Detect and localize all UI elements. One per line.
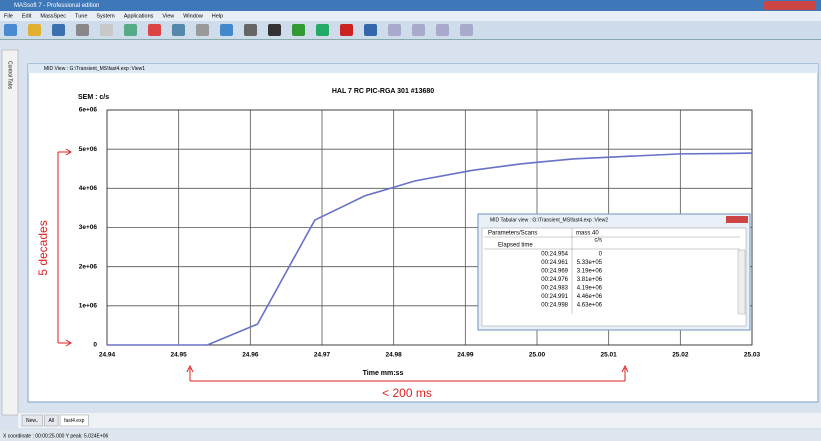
tool-button[interactable] [292, 24, 305, 36]
tab-label[interactable]: All [49, 418, 55, 424]
table-cell: 0 [599, 252, 603, 258]
table-cell: 00:24.976 [541, 277, 568, 283]
menu-item[interactable]: MassSpec [40, 13, 66, 19]
x-tick-label: 25.02 [672, 352, 689, 359]
tool-button[interactable] [100, 24, 113, 36]
tool-button[interactable] [28, 24, 41, 36]
table-cell: 4.19e+06 [577, 286, 603, 292]
chart-title: HAL 7 RC PIC-RGA 301 #13680 [332, 88, 434, 95]
tab[interactable] [44, 414, 59, 427]
tool-button[interactable] [316, 24, 329, 36]
app-title: MASsoft 7 - Professional edition [14, 3, 99, 9]
tool-button[interactable] [436, 24, 449, 36]
annotation: < 200 ms [382, 386, 432, 400]
table-cell: 00:24.954 [541, 252, 568, 258]
x-tick-label: 25.00 [529, 352, 546, 359]
tool-button[interactable] [76, 24, 89, 36]
table-cell: 00:24.961 [541, 260, 568, 266]
menu-item[interactable]: Applications [124, 13, 154, 19]
tab-label[interactable]: fast4.exp [64, 418, 85, 424]
data-line [107, 152, 753, 346]
table-cell: 3.81e+06 [577, 277, 603, 283]
menu-item[interactable]: System [96, 13, 115, 19]
x-tick-label: 24.96 [242, 352, 259, 359]
table-cell: 4.46e+06 [577, 294, 603, 300]
table-cell: 4.63e+06 [577, 303, 603, 309]
tool-button[interactable] [124, 24, 137, 36]
side-panel [1, 49, 19, 416]
x-tick-label: 24.97 [314, 352, 331, 359]
tab-label[interactable]: New.. [26, 418, 39, 424]
y-tick-label: 1e+06 [79, 303, 98, 310]
window-controls[interactable] [764, 1, 816, 10]
x-tick-label: 25.01 [601, 352, 618, 359]
table-area [481, 227, 747, 327]
tool-button[interactable] [148, 24, 161, 36]
table-cell: 00:24.969 [541, 269, 568, 275]
x-label: Time mm:ss [363, 370, 404, 377]
y-tick-label: 0 [93, 342, 97, 349]
view-title: MID View : G:\Transient_MS\fast4.exp :Vi… [44, 66, 145, 72]
table-controls[interactable] [726, 216, 748, 223]
x-tick-label: 24.98 [386, 352, 403, 359]
divider [0, 39, 821, 40]
table-header: Parameters/Scans [488, 231, 537, 237]
table-cell: 00:24.991 [541, 294, 568, 300]
menu-item[interactable]: Window [183, 13, 203, 19]
table-cell: 00:24.998 [541, 303, 568, 309]
tool-button[interactable] [172, 24, 185, 36]
tool-button[interactable] [268, 24, 281, 36]
table-header: c/s [594, 238, 602, 244]
title-bar [0, 0, 821, 11]
x-tick-label: 24.99 [457, 352, 474, 359]
y-tick-label: 4e+06 [79, 185, 98, 192]
scrollbar [737, 249, 746, 315]
menu-item[interactable]: File [4, 13, 13, 19]
tool-button[interactable] [412, 24, 425, 36]
tab[interactable] [21, 414, 43, 427]
side-tab[interactable]: Control Tabs [7, 61, 13, 89]
table-header: Elapsed time [498, 243, 533, 249]
y-tick-label: 2e+06 [79, 263, 98, 270]
tool-button[interactable] [196, 24, 209, 36]
plot-frame [106, 109, 753, 346]
annotation-arrows [57, 148, 629, 382]
x-tick-label: 24.95 [171, 352, 188, 359]
tool-button[interactable] [388, 24, 401, 36]
menu-bar [0, 11, 821, 21]
tab[interactable] [59, 414, 89, 427]
y-tick-label: 5e+06 [79, 146, 98, 153]
status-text: X coordinate : 00:00:25.000 Y peak: 5.02… [3, 433, 109, 439]
menu-item[interactable]: Help [212, 13, 223, 19]
y-tick-label: 3e+06 [79, 224, 98, 231]
y-tick-label: 6e+06 [79, 107, 98, 114]
table-cell: 5.33e+05 [577, 260, 603, 266]
tool-button[interactable] [52, 24, 65, 36]
tool-button[interactable] [340, 24, 353, 36]
tool-button[interactable] [460, 24, 473, 36]
menu-item[interactable]: View [162, 13, 174, 19]
toolbar [0, 21, 821, 39]
y-label: SEM : c/s [78, 94, 109, 101]
menu-item[interactable]: Tune [75, 13, 87, 19]
tool-button[interactable] [220, 24, 233, 36]
table-cell: 3.19e+06 [577, 269, 603, 275]
tool-button[interactable] [244, 24, 257, 36]
tool-button[interactable] [4, 24, 17, 36]
menu-item[interactable]: Edit [22, 13, 32, 19]
x-tick-label: 24.94 [99, 352, 116, 359]
table-title: MID Tabular view : G:\Transient_MS\fast4… [490, 217, 608, 223]
view-title-bar [28, 64, 818, 73]
annotation: 5 decades [36, 220, 50, 275]
x-tick-label: 25.03 [744, 352, 761, 359]
tab-bar [18, 413, 821, 428]
tool-button[interactable] [364, 24, 377, 36]
table-header: mass 40 [576, 231, 599, 237]
table-cell: 00:24.983 [541, 286, 568, 292]
status-bar [0, 430, 821, 441]
